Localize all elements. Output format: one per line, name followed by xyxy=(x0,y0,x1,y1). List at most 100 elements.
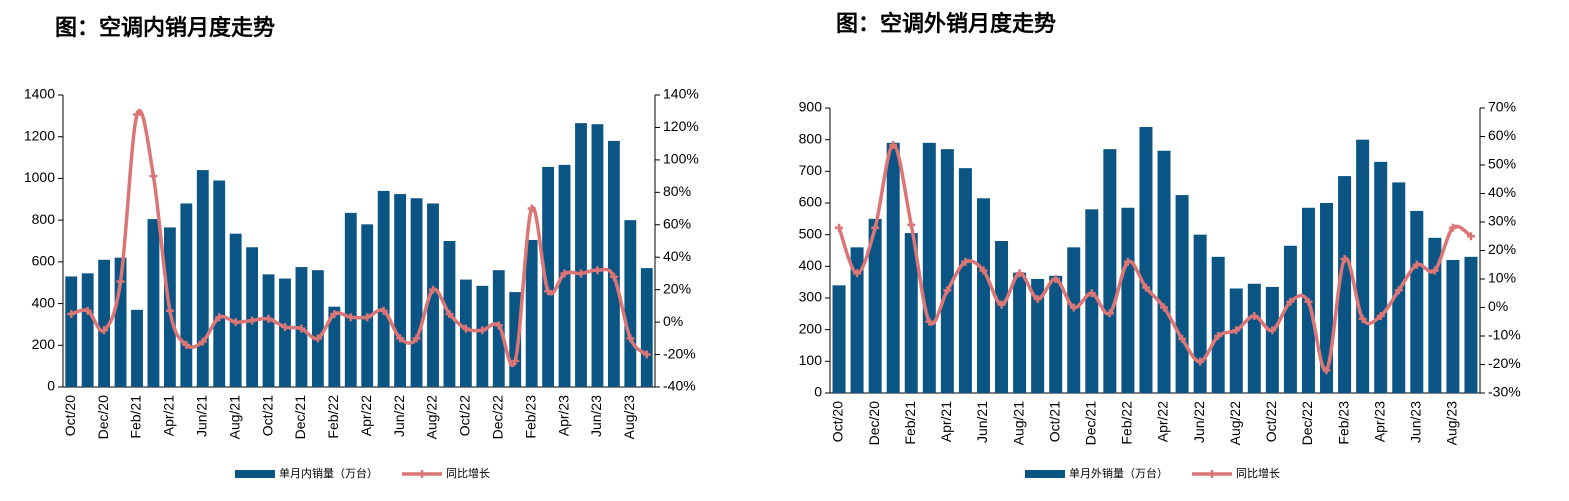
line-marker xyxy=(494,321,503,330)
x-tick-label: Oct/21 xyxy=(1046,401,1062,442)
bar xyxy=(1464,256,1478,393)
x-tick-label: Jun/21 xyxy=(974,401,990,443)
y-tick-label: 700 xyxy=(799,162,823,178)
line-marker xyxy=(871,223,880,232)
line-marker xyxy=(1015,269,1024,278)
y2-tick-label: 10% xyxy=(1488,270,1516,286)
y-tick-label: 1400 xyxy=(24,86,55,102)
y2-tick-label: 60% xyxy=(1488,127,1516,143)
line-marker xyxy=(478,326,487,335)
line-marker xyxy=(1322,366,1331,375)
line-marker xyxy=(835,223,844,232)
line-marker xyxy=(889,141,898,150)
bar xyxy=(1031,279,1045,393)
y2-tick-label: 50% xyxy=(1488,156,1516,172)
x-tick-label: Oct/20 xyxy=(62,395,78,436)
line-marker xyxy=(1033,294,1042,303)
x-tick-label: Aug/23 xyxy=(1444,401,1460,446)
line-marker xyxy=(100,326,109,335)
chart-title: 图：空调内销月度走势 xyxy=(55,15,275,40)
y-tick-label: 200 xyxy=(799,320,823,336)
line-marker xyxy=(1304,297,1313,306)
x-tick-label: Jun/23 xyxy=(588,395,604,437)
bar xyxy=(922,142,936,393)
line-marker xyxy=(609,272,618,281)
line-marker xyxy=(198,337,207,346)
bar xyxy=(81,273,94,387)
y2-tick-label: 70% xyxy=(1488,99,1516,115)
legend-marker xyxy=(418,470,426,478)
bar xyxy=(1356,139,1370,393)
line-marker xyxy=(116,277,125,286)
line-marker xyxy=(593,266,602,275)
bar xyxy=(131,309,143,387)
bar xyxy=(976,198,990,393)
bar xyxy=(1175,195,1189,393)
bar xyxy=(98,259,111,387)
bar xyxy=(1067,247,1081,393)
bar xyxy=(940,149,954,393)
bar xyxy=(1320,203,1334,393)
y2-tick-label: -30% xyxy=(1488,384,1521,400)
x-tick-label: Jun/22 xyxy=(1191,401,1207,443)
y-tick-label: 400 xyxy=(32,294,56,310)
line-marker xyxy=(997,300,1006,309)
bar xyxy=(279,278,291,387)
bar xyxy=(213,180,226,387)
bar xyxy=(1193,234,1207,393)
bar xyxy=(377,190,390,387)
y-tick-label: 0 xyxy=(47,378,55,394)
line-marker xyxy=(1232,326,1241,335)
x-tick-label: Apr/22 xyxy=(358,395,374,436)
line-marker xyxy=(363,313,372,322)
x-tick-label: Dec/21 xyxy=(1083,401,1099,446)
x-tick-label: Aug/21 xyxy=(1010,401,1026,446)
bar xyxy=(229,233,242,387)
bar xyxy=(394,194,407,387)
bar xyxy=(1410,210,1424,393)
y2-tick-label: 60% xyxy=(663,215,691,231)
bar xyxy=(410,198,423,387)
bar xyxy=(850,247,864,393)
chart-title: 图：空调外销月度走势 xyxy=(836,11,1056,36)
line-marker xyxy=(182,340,191,349)
line-marker xyxy=(853,269,862,278)
x-tick-label: Dec/20 xyxy=(95,395,111,440)
x-tick-label: Apr/22 xyxy=(1155,401,1171,442)
bar xyxy=(328,306,341,387)
bar xyxy=(1211,256,1225,393)
bar xyxy=(1265,286,1279,393)
bar xyxy=(1247,283,1261,393)
line-marker xyxy=(1087,289,1096,298)
bar xyxy=(1085,209,1099,393)
bar xyxy=(591,124,604,387)
legend-marker xyxy=(1208,470,1216,478)
bar xyxy=(262,274,275,387)
line-marker xyxy=(1376,312,1385,321)
line-marker xyxy=(1394,286,1403,295)
bar xyxy=(459,279,472,387)
line-marker xyxy=(396,334,405,343)
y2-tick-label: 20% xyxy=(1488,241,1516,257)
line-marker xyxy=(1160,303,1169,312)
bar xyxy=(509,292,522,387)
bar xyxy=(114,257,127,387)
line-marker xyxy=(511,357,520,366)
y2-tick-label: 120% xyxy=(663,118,699,134)
line-marker xyxy=(943,286,952,295)
line-marker xyxy=(1141,283,1150,292)
y-tick-label: 400 xyxy=(799,257,823,273)
bar xyxy=(1103,149,1117,393)
bar xyxy=(147,219,160,387)
line-marker xyxy=(1105,309,1114,318)
line-marker xyxy=(330,310,339,318)
bar xyxy=(344,212,357,387)
bar xyxy=(311,270,324,387)
bar xyxy=(904,233,918,393)
bar xyxy=(1428,237,1442,393)
x-tick-label: Jun/22 xyxy=(391,395,407,437)
y-tick-label: 100 xyxy=(799,352,823,368)
line-marker xyxy=(560,269,569,278)
y2-tick-label: -10% xyxy=(1488,327,1521,343)
